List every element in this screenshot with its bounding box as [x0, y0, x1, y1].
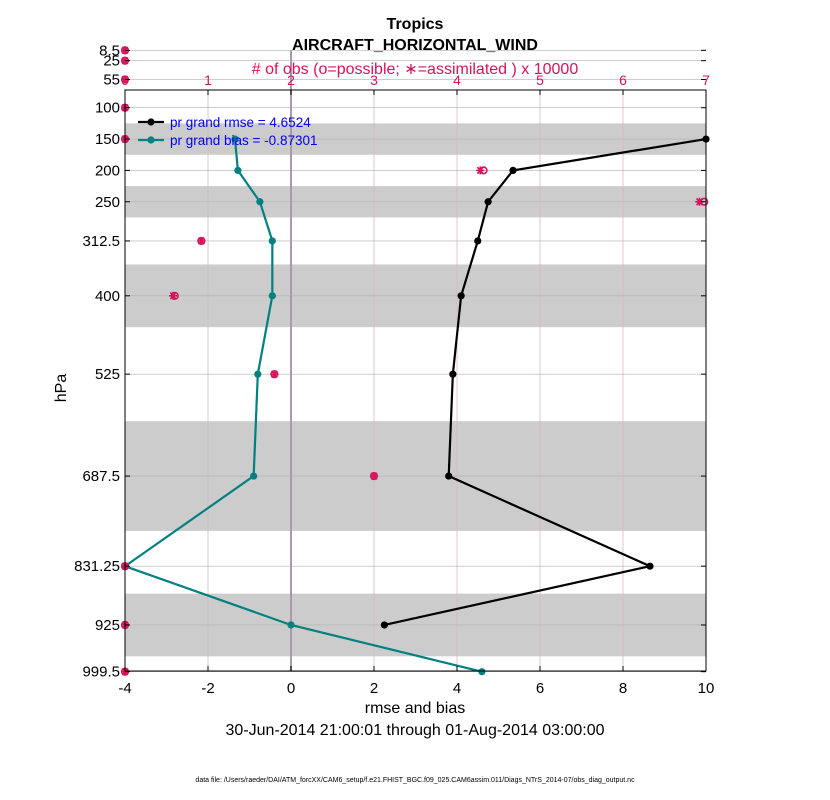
obs-assimilated-marker [197, 236, 206, 245]
rmse-point [380, 621, 388, 629]
obs-assimilated-marker [476, 166, 485, 175]
rmse-point [474, 237, 482, 245]
legend: pr grand rmse = 4.6524 pr grand bias = -0… [138, 115, 317, 148]
left-tick-label: 831.25 [74, 558, 120, 575]
rmse-point [646, 562, 654, 570]
left-tick-label: 312.5 [82, 233, 120, 250]
top-tick-label: 2 [287, 72, 295, 88]
left-tick-label: 8.5 [99, 42, 120, 59]
bottom-tick-label: 4 [453, 680, 461, 697]
rmse-point [445, 472, 453, 480]
left-tick-label: 250 [95, 194, 120, 211]
legend-label: pr grand bias = -0.87301 [170, 133, 317, 148]
obs-assimilated-marker [270, 370, 279, 379]
top-tick-label: 4 [453, 72, 461, 88]
obs-assimilated-marker [169, 291, 178, 300]
left-axis-ticks: 8.52555100150200250312.5400525687.5831.2… [74, 42, 706, 681]
rmse-point [484, 198, 492, 206]
bottom-tick-label: 10 [698, 680, 715, 697]
left-tick-label: 200 [95, 162, 120, 179]
left-tick-label: 400 [95, 288, 120, 305]
chart-subtitle: AIRCRAFT_HORIZONTAL_WIND [292, 37, 538, 54]
bottom-tick-label: 2 [370, 680, 378, 697]
bias-point [478, 668, 486, 676]
chart-title: Tropics [387, 16, 444, 33]
bottom-tick-label: -4 [118, 680, 131, 697]
left-tick-label: 925 [95, 617, 120, 634]
series-layer [121, 135, 710, 676]
rmse-point [449, 370, 457, 378]
bias-point [254, 370, 262, 378]
date-range: 30-Jun-2014 21:00:01 through 01-Aug-2014… [226, 722, 605, 739]
top-tick-label: 5 [536, 72, 544, 88]
top-tick-label: 6 [619, 72, 627, 88]
x-axis-label: rmse and bias [365, 700, 466, 717]
plot-frame [124, 89, 707, 672]
bottom-tick-label: -2 [201, 680, 214, 697]
left-tick-label: 999.5 [82, 664, 120, 681]
top-axis-ticks: 0 1 2 3 4 5 6 7 [121, 72, 710, 95]
bias-point [268, 237, 276, 245]
bottom-tick-label: 6 [536, 680, 544, 697]
bias-line [122, 138, 483, 673]
left-tick-label: 150 [95, 131, 120, 148]
bias-point [256, 198, 264, 206]
left-tick-label: 25 [103, 53, 120, 70]
legend-marker [147, 136, 155, 144]
rmse-point [509, 166, 517, 174]
bottom-axis-ticks: -4 -2 0 2 4 6 8 10 [118, 666, 714, 697]
top-tick-label: 7 [702, 72, 710, 88]
legend-label: pr grand rmse = 4.6524 [170, 115, 311, 130]
bottom-tick-label: 8 [619, 680, 627, 697]
data-file-footer: data file: /Users/raeder/DAI/ATM_forcXX/… [195, 777, 635, 784]
bias-point [287, 621, 295, 629]
bias-point [231, 135, 239, 143]
left-tick-label: 100 [95, 100, 120, 117]
obs-assimilated-marker [370, 472, 378, 481]
top-tick-label: 1 [204, 72, 212, 88]
gray-bands [125, 123, 706, 657]
top-tick-label: 3 [370, 72, 378, 88]
legend-marker [147, 118, 155, 126]
left-tick-label: 687.5 [82, 468, 120, 485]
bias-point [234, 166, 242, 174]
bottom-tick-label: 0 [287, 680, 295, 697]
top-tick-label: 0 [121, 72, 129, 88]
bias-point [250, 472, 258, 480]
bias-point [268, 292, 276, 300]
left-tick-label: 55 [103, 71, 120, 88]
y-axis-label: hPa [53, 374, 70, 403]
horizontal-gridlines [125, 50, 706, 672]
vertical-gridlines [124, 90, 707, 671]
rmse-point [457, 292, 465, 300]
top-axis-label: # of obs (o=possible; ∗=assimilated ) x … [252, 61, 579, 78]
left-tick-label: 525 [95, 366, 120, 383]
